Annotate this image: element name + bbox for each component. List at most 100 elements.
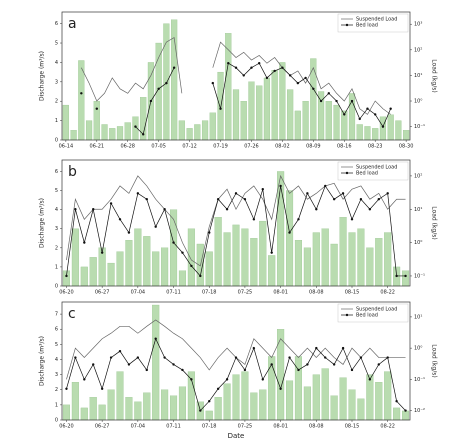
marker [127,231,131,234]
x-tick-label: 07-04 [131,424,146,430]
marker [279,387,282,390]
marker [83,241,86,244]
marker [118,218,122,221]
bar [98,404,106,421]
bar [375,238,383,287]
bar [107,262,115,287]
bar [101,124,108,141]
marker [324,184,327,188]
legend-label: Suspended Load [356,307,397,313]
bar [287,89,294,141]
bar [116,251,124,287]
marker [324,356,327,359]
bar [116,126,124,141]
marker [250,66,253,69]
x-axis-label: Date [228,432,245,440]
x-tick-label: 07-18 [202,290,217,296]
marker [350,218,354,221]
marker [261,187,264,191]
y2-tick-label: 10¹ [414,73,422,79]
bar [393,407,401,421]
bar [268,255,276,287]
bar [134,401,142,421]
marker [95,107,99,110]
y-tick-label: 5 [55,342,58,348]
y-tick-label: 0 [55,284,58,290]
x-tick-label: 08-02 [275,144,290,150]
bar [364,126,371,141]
y-axis-label: Discharge (m³/s) [39,336,46,386]
y-tick-label: 2 [55,387,58,393]
marker [358,117,361,121]
plot-frame [61,301,411,421]
marker [315,208,318,211]
y2-axis-label: Load (kg/s) [431,59,438,92]
marker [273,69,276,73]
bar [263,77,271,141]
x-tick-label: 08-22 [380,290,395,296]
bar [152,304,160,421]
bar [178,120,185,141]
x-tick-label: 06-28 [120,144,135,150]
y-tick-label: 4 [55,357,58,363]
bar [348,232,356,287]
marker [377,198,380,201]
marker [243,368,247,372]
marker [149,99,153,103]
bar [214,397,222,421]
y-tick-label: 1 [55,118,58,124]
bar [240,101,247,141]
x-tick-label: 07-19 [213,144,228,150]
marker [74,208,77,211]
marker [172,241,175,244]
bar [348,389,356,421]
x-tick-label: 06-27 [95,290,110,296]
bar [194,124,201,141]
legend-label: Bed load [356,313,378,319]
marker [208,231,211,234]
marker [368,208,372,211]
x-tick-label: 08-15 [345,424,360,430]
marker [270,251,273,254]
bar [285,380,294,421]
legend-box [337,13,409,33]
marker [386,192,389,195]
marker [92,363,95,366]
panel-label: a [68,16,77,32]
marker [154,337,157,340]
marker [163,356,166,359]
bar [302,101,309,141]
bar [223,383,231,421]
marker [216,198,220,201]
marker [211,81,214,85]
marker [199,409,202,412]
bar [321,228,329,287]
x-tick-label: 07-11 [166,290,181,296]
marker [83,378,86,381]
bar [250,392,258,421]
x-tick-label: 06-20 [59,424,74,430]
bar [143,236,151,287]
x-tick-label: 08-30 [399,144,414,150]
marker [234,356,238,359]
marker [145,368,148,372]
marker [208,399,211,403]
bar [339,217,347,287]
bar [375,382,383,421]
x-tick-label: 08-01 [273,424,288,430]
x-tick-label: 07-26 [244,144,259,150]
bar [277,329,285,421]
marker [118,349,122,353]
x-tick-label: 08-08 [309,424,324,430]
marker [65,387,68,390]
series-line [81,37,391,115]
y-axis-label: Discharge (m³/s) [39,198,46,248]
bar [366,247,374,287]
x-tick-label: 07-04 [131,290,146,296]
bar [125,240,133,287]
marker [65,274,68,278]
x-tick-label: 08-01 [273,290,288,296]
marker [190,378,193,381]
bar [187,228,195,287]
marker [234,66,238,69]
